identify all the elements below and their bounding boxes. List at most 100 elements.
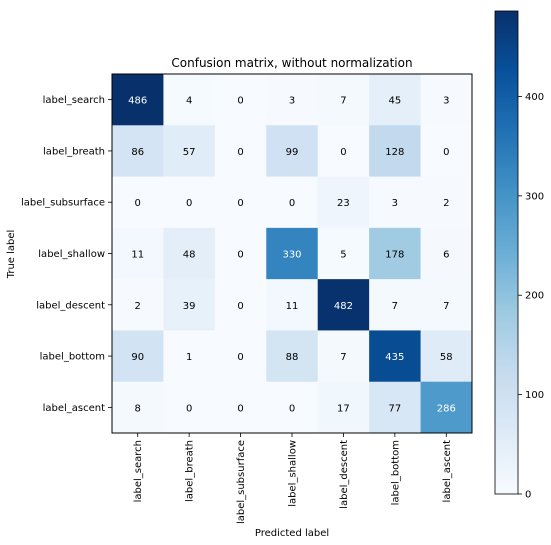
- heatmap-cell: [420, 330, 473, 383]
- heatmap-cell: [317, 74, 370, 126]
- heatmap-cell: [112, 125, 164, 177]
- cell-value-label: 0: [289, 198, 295, 209]
- cell-value-label: 0: [237, 198, 243, 209]
- heatmap-cell: [214, 381, 267, 434]
- cell-value-label: 330: [282, 250, 301, 261]
- cell-value-label: 57: [183, 147, 196, 158]
- heatmap-cell: [317, 279, 370, 331]
- heatmap-cell: [420, 279, 473, 331]
- y-tick-label: label_shallow: [38, 249, 105, 260]
- y-tick-label: label_bottom: [40, 352, 105, 363]
- x-axis: label_search label_breath label_subsurface…: [133, 433, 453, 524]
- x-tick-label: label_search: [133, 440, 144, 502]
- heatmap-cell: [214, 279, 267, 331]
- cell-value-label: 5: [340, 250, 346, 261]
- heatmap-cell: [266, 330, 319, 383]
- heatmap-cell: [112, 279, 164, 331]
- cell-value-label: 45: [388, 96, 401, 107]
- heatmap-cell: [317, 125, 370, 177]
- cell-value-label: 11: [286, 301, 299, 312]
- y-axis-label: True label: [6, 230, 17, 280]
- heatmap-cell: [369, 125, 421, 177]
- cell-value-label: 2: [135, 301, 141, 312]
- heatmap-cell: [214, 74, 267, 126]
- heatmap-cell: [317, 330, 370, 383]
- heatmap-cell-labels: 486 4 0 3 7 45 386 57 0 99 0 128 00 0 0 0 23 3 211 48 0 330 5 1…: [128, 96, 456, 415]
- cell-value-label: 90: [131, 352, 144, 363]
- heatmap-cell: [266, 176, 319, 229]
- cell-value-label: 0: [340, 147, 346, 158]
- heatmap-cell: [266, 125, 319, 177]
- heatmap-cell: [369, 330, 421, 383]
- heatmap-cell: [112, 74, 164, 126]
- heatmap-cell: [369, 74, 421, 126]
- heatmap-cell: [163, 227, 216, 280]
- heatmap-cells: [112, 74, 473, 434]
- heatmap-cell: [266, 74, 319, 126]
- heatmap-cell: [266, 227, 319, 280]
- cell-value-label: 435: [385, 352, 404, 363]
- heatmap-cell: [163, 279, 216, 331]
- colorbar-tick-label: 300: [525, 191, 544, 202]
- heatmap-cell: [163, 74, 216, 126]
- colorbar-gradient: [494, 10, 519, 495]
- heatmap-cell: [369, 227, 421, 280]
- colorbar-ticks: 0 100 200 300 400: [518, 92, 544, 501]
- x-tick-label: label_subsurface: [236, 440, 247, 524]
- heatmap-cell: [420, 74, 473, 126]
- cell-value-label: 3: [443, 96, 449, 107]
- x-tick-label: label_breath: [185, 440, 196, 502]
- colorbar-tick-label: 100: [525, 390, 544, 401]
- heatmap-cell: [266, 279, 319, 331]
- x-tick-label: label_bottom: [390, 440, 401, 505]
- heatmap-cell: [369, 176, 421, 229]
- cell-value-label: 178: [385, 250, 404, 261]
- heatmap-cell: [420, 227, 473, 280]
- cell-value-label: 48: [183, 250, 196, 261]
- cell-value-label: 0: [237, 147, 243, 158]
- heatmap-cell: [163, 381, 216, 434]
- y-tick-label: label_breath: [43, 146, 105, 157]
- cell-value-label: 0: [237, 96, 243, 107]
- heatmap-cell: [317, 176, 370, 229]
- x-axis-label: Predicted label: [255, 528, 329, 539]
- colorbar-tick-label: 0: [525, 490, 531, 501]
- heatmap-cell: [112, 176, 164, 229]
- heatmap-cell: [163, 125, 216, 177]
- y-tick-label: label_subsurface: [21, 198, 105, 209]
- cell-value-label: 2: [443, 198, 449, 209]
- cell-value-label: 77: [388, 403, 401, 414]
- cell-value-label: 486: [128, 96, 147, 107]
- heatmap-cell: [317, 227, 370, 280]
- cell-value-label: 8: [135, 403, 141, 414]
- heatmap-cell: [163, 330, 216, 383]
- heatmap-cell: [112, 330, 164, 383]
- cell-value-label: 86: [131, 147, 144, 158]
- cell-value-label: 7: [340, 96, 346, 107]
- heatmap-cell: [214, 125, 267, 177]
- cell-value-label: 0: [443, 147, 449, 158]
- heatmap-cell: [214, 227, 267, 280]
- colorbar-tick-label: 400: [525, 92, 544, 103]
- cell-value-label: 0: [135, 198, 141, 209]
- heatmap-cell: [163, 176, 216, 229]
- cell-value-label: 4: [186, 96, 192, 107]
- heatmap-cell: [266, 381, 319, 434]
- cell-value-label: 286: [437, 403, 456, 414]
- cell-value-label: 17: [337, 403, 350, 414]
- heatmap-cell: [214, 330, 267, 383]
- heatmap-cell: [112, 381, 164, 434]
- cell-value-label: 23: [337, 198, 350, 209]
- cell-value-label: 99: [286, 147, 299, 158]
- y-axis: label_search label_breath label_subsurface…: [21, 95, 112, 414]
- x-tick-label: label_shallow: [288, 440, 299, 507]
- cell-value-label: 0: [289, 403, 295, 414]
- cell-value-label: 0: [237, 352, 243, 363]
- cell-value-label: 0: [237, 250, 243, 261]
- cell-value-label: 6: [443, 250, 449, 261]
- heatmap-cell: [369, 279, 421, 331]
- heatmap-cell: [112, 227, 164, 280]
- heatmap-cell: [420, 176, 473, 229]
- y-tick-label: label_descent: [36, 300, 105, 311]
